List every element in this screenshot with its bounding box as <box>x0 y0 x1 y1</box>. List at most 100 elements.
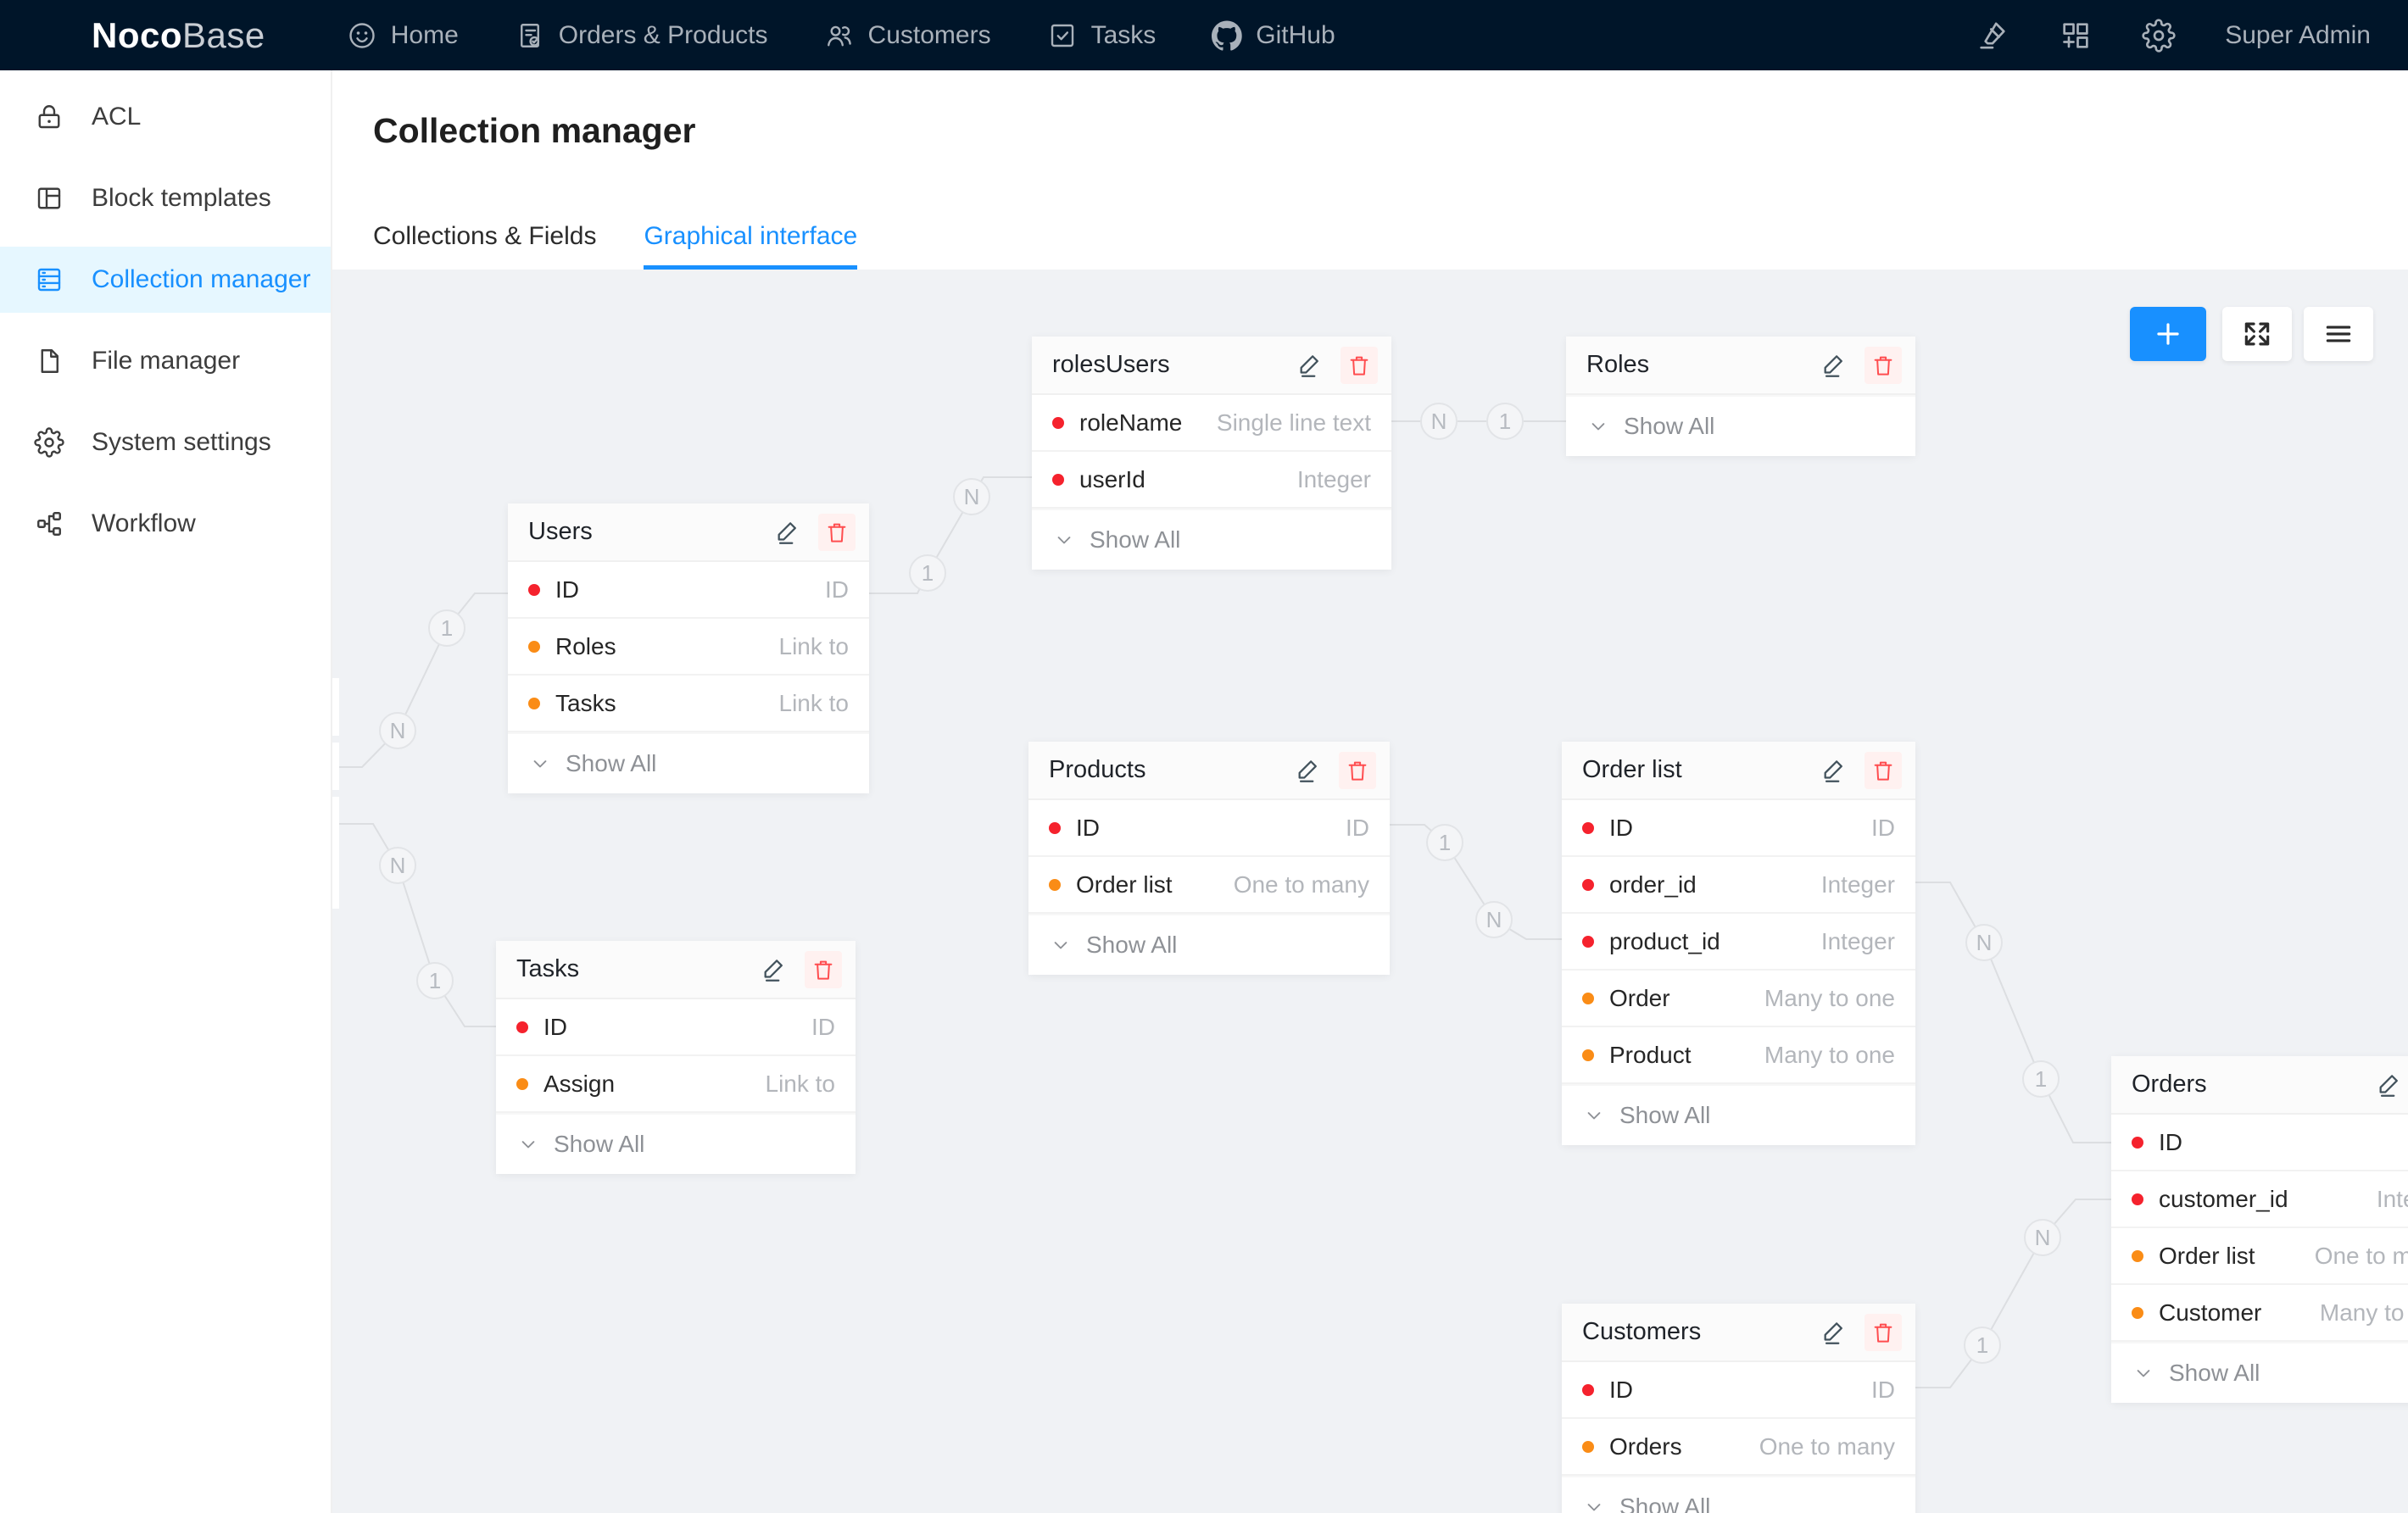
entity-card-header[interactable]: Users <box>508 503 869 562</box>
field-row[interactable]: product_id Integer <box>1562 914 1915 971</box>
field-type: Many to one <box>1764 984 1895 1011</box>
sidebar-item-system-settings[interactable]: System settings <box>0 409 331 476</box>
show-all-toggle[interactable]: Show All <box>496 1113 856 1174</box>
cardinality-badge: 1 <box>2022 1060 2060 1098</box>
show-all-toggle[interactable]: Show All <box>1032 509 1391 570</box>
field-row[interactable]: customer_id Integer <box>2111 1171 2408 1228</box>
ui-editor-button[interactable] <box>1976 19 2009 53</box>
edit-collection-icon[interactable] <box>1295 756 1324 785</box>
nav-item-home[interactable]: Home <box>347 20 459 51</box>
entity-title: Order list <box>1582 756 1682 783</box>
system-settings-button[interactable] <box>2142 18 2176 53</box>
edit-collection-icon[interactable] <box>2376 1071 2405 1099</box>
show-all-toggle[interactable]: Show All <box>508 732 869 793</box>
nav-item-customers[interactable]: Customers <box>824 20 991 51</box>
nocobase-logo[interactable]: NocoBase <box>0 14 265 58</box>
delete-collection-button[interactable] <box>1865 751 1902 789</box>
show-all-toggle[interactable]: Show All <box>1562 1476 1915 1513</box>
sidebar-item-acl[interactable]: ACL <box>0 84 331 150</box>
field-type: Link to <box>778 632 850 659</box>
field-row[interactable]: Roles Link to <box>508 619 869 676</box>
fullscreen-button[interactable] <box>2222 307 2292 361</box>
delete-collection-button[interactable] <box>1865 1313 1902 1351</box>
sidebar-item-workflow[interactable]: Workflow <box>0 491 331 557</box>
edit-collection-icon[interactable] <box>1296 351 1325 380</box>
entity-card-header[interactable]: rolesUsers <box>1032 337 1391 395</box>
nav-menu: Home Orders & Products Customers Tasks GitHu… <box>347 19 1335 51</box>
edit-collection-icon[interactable] <box>1820 1318 1849 1347</box>
nav-item-tasks[interactable]: Tasks <box>1047 20 1156 51</box>
entity-card-header[interactable]: Order list <box>1562 742 1915 800</box>
delete-collection-button[interactable] <box>805 950 842 988</box>
cardinality-badge: 1 <box>909 554 946 592</box>
field-type: ID <box>1346 814 1369 841</box>
edit-collection-icon[interactable] <box>761 955 789 984</box>
entity-card-header[interactable]: Tasks <box>496 941 856 999</box>
field-row[interactable]: userId Integer <box>1032 452 1391 509</box>
collection-list-button[interactable] <box>2304 307 2373 361</box>
logo-text-bold: Noco <box>92 14 182 55</box>
sidebar-item-collection-manager[interactable]: Collection manager <box>0 247 331 313</box>
show-all-toggle[interactable]: Show All <box>2111 1342 2408 1403</box>
plugin-manager-button[interactable] <box>2059 19 2093 53</box>
field-row[interactable]: order_id Integer <box>1562 857 1915 914</box>
delete-collection-button[interactable] <box>1339 751 1376 789</box>
edit-collection-icon[interactable] <box>774 518 803 547</box>
sidebar-item-block-templates[interactable]: Block templates <box>0 165 331 231</box>
show-all-toggle[interactable]: Show All <box>1566 395 1915 456</box>
plus-icon <box>2152 318 2184 350</box>
entity-title: Users <box>528 518 593 545</box>
field-row[interactable]: Order list One to many <box>1028 857 1390 914</box>
nav-item-github[interactable]: GitHub <box>1212 19 1335 51</box>
entity-card-header[interactable]: Roles <box>1566 337 1915 395</box>
field-row[interactable]: Order Many to one <box>1562 971 1915 1027</box>
edit-collection-icon[interactable] <box>1820 351 1849 380</box>
show-all-toggle[interactable]: Show All <box>1562 1084 1915 1145</box>
field-row[interactable]: Customer Many to one <box>2111 1285 2408 1342</box>
entity-title: Customers <box>1582 1318 1702 1345</box>
user-menu[interactable]: Super Admin <box>2225 20 2371 49</box>
sidebar-item-file-manager[interactable]: File manager <box>0 328 331 394</box>
red-field-dot <box>1052 416 1064 429</box>
top-navbar: NocoBase Home Orders & Products Customers T… <box>0 0 2408 70</box>
field-row[interactable]: Orders One to many <box>1562 1419 1915 1476</box>
red-field-dot <box>1052 473 1064 486</box>
field-row[interactable]: Order list One to many <box>2111 1228 2408 1285</box>
add-collection-button[interactable] <box>2130 307 2206 361</box>
delete-collection-button[interactable] <box>1865 346 1902 384</box>
field-name: product_id <box>1609 927 1720 954</box>
nav-item-orders-products[interactable]: Orders & Products <box>515 20 768 51</box>
svg-text:1: 1 <box>441 615 453 641</box>
field-row[interactable]: Assign Link to <box>496 1056 856 1113</box>
field-type: Integer <box>2376 1185 2408 1212</box>
show-all-toggle[interactable]: Show All <box>1028 914 1390 975</box>
svg-text:1: 1 <box>1439 830 1451 855</box>
field-row[interactable]: Tasks Link to <box>508 676 869 732</box>
relationship-line <box>869 476 1032 594</box>
field-row[interactable]: Product Many to one <box>1562 1027 1915 1084</box>
field-row[interactable]: roleName Single line text <box>1032 395 1391 452</box>
nav-item-label: Orders & Products <box>558 20 768 49</box>
field-name: Product <box>1609 1041 1692 1068</box>
fullscreen-icon <box>2241 318 2273 350</box>
sidebar-item-label: Workflow <box>92 509 196 537</box>
delete-collection-button[interactable] <box>818 513 856 551</box>
delete-collection-button[interactable] <box>1341 346 1378 384</box>
entity-card-header[interactable]: Customers <box>1562 1304 1915 1362</box>
entity-card-tasks: Tasks ID ID Assign Link to Show All <box>496 941 856 1174</box>
tab-graphical-interface[interactable]: Graphical interface <box>644 222 857 270</box>
entity-card-header[interactable]: Products <box>1028 742 1390 800</box>
show-all-label: Show All <box>554 1131 645 1157</box>
edit-collection-icon[interactable] <box>1820 756 1849 785</box>
tab-collections-fields[interactable]: Collections & Fields <box>373 222 597 250</box>
field-name: ID <box>555 576 579 603</box>
show-all-label: Show All <box>1090 526 1181 553</box>
entity-card-header[interactable]: Orders <box>2111 1056 2408 1115</box>
